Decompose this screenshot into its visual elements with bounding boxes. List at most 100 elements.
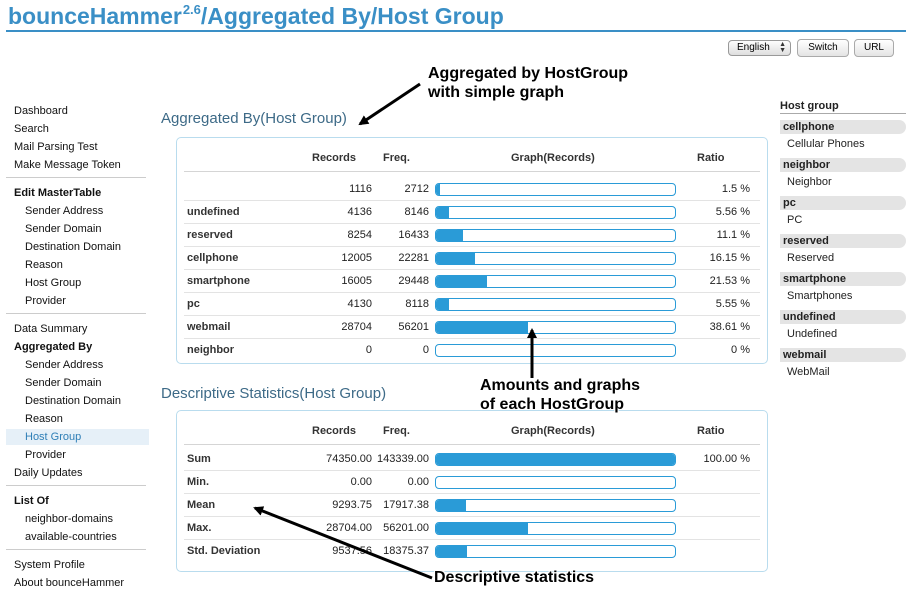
col-freq-header: Freq. [383,152,410,164]
table-row: Mean 9293.75 17917.38 [184,494,760,517]
nav-divider [6,549,146,550]
row-ratio: 11.1 % [716,229,750,241]
annotation-amounts: Amounts and graphs of each HostGroup [480,376,640,414]
host-group-description: Cellular Phones [787,138,865,150]
row-name: cellphone [187,252,239,264]
row-name: undefined [187,206,240,218]
row-graph-fill [436,276,488,287]
row-graph-bar [435,499,676,512]
row-name: pc [187,298,200,310]
row-name: webmail [187,321,231,333]
nav-item-reason[interactable]: Reason [25,259,63,271]
row-records: 4136 [347,206,372,218]
annotation-line: with simple graph [428,84,565,101]
nav-item-sender-address[interactable]: Sender Address [25,205,104,217]
nav-item-sender-domain[interactable]: Sender Domain [25,377,102,389]
nav-item-sender-address[interactable]: Sender Address [25,359,104,371]
row-records: 9537.56 [332,545,372,557]
table-row: smartphone 16005 29448 21.53 % [184,270,760,293]
annotation-line: of each HostGroup [480,396,625,413]
row-ratio: 16.15 % [709,252,750,264]
nav-item-reason[interactable]: Reason [25,413,63,425]
row-graph-bar [435,275,676,288]
table-row: neighbor 0 0 0 % [184,339,760,362]
host-group-description: Undefined [787,328,838,340]
nav-item-destination-domain[interactable]: Destination Domain [25,395,121,407]
nav-item-about-bouncehammer[interactable]: About bounceHammer [14,577,125,589]
nav-item-sender-domain[interactable]: Sender Domain [25,223,102,235]
table-row: Std. Deviation 9537.56 18375.37 [184,540,760,563]
host-group-description: WebMail [787,366,830,378]
language-select[interactable]: English ▲ ▼ [728,40,791,56]
nav-item-host-group[interactable]: Host Group [25,277,82,289]
row-records: 28704.00 [326,522,372,534]
host-group-description: Neighbor [787,176,832,188]
language-value: English [737,42,770,53]
row-graph-bar [435,453,676,466]
host-group-name: neighbor [780,158,906,172]
aggregated-panel: Records Freq. Graph(Records) Ratio 1116 2712 1… [176,137,768,364]
switch-button[interactable]: Switch [797,39,849,57]
nav-item-provider[interactable]: Provider [25,449,66,461]
nav-item-dashboard[interactable]: Dashboard [14,105,68,117]
host-group-name: webmail [780,348,906,362]
nav-item-edit-mastertable[interactable]: Edit MasterTable [14,187,102,199]
row-ratio: 5.56 % [715,206,750,218]
brand-name: bounceHammer [8,3,182,29]
row-graph-fill [436,500,466,511]
nav-item-search[interactable]: Search [14,123,49,135]
host-group-description: Smartphones [787,290,853,302]
row-graph-bar [435,252,676,265]
row-freq: 29448 [398,275,429,287]
row-graph-bar [435,298,676,311]
nav-item-host-group[interactable]: Host Group [6,429,149,445]
table-row: webmail 28704 56201 38.61 % [184,316,760,339]
nav-item-data-summary[interactable]: Data Summary [14,323,88,335]
nav-item-destination-domain[interactable]: Destination Domain [25,241,121,253]
row-records: 28704 [341,321,372,333]
nav-divider [6,485,146,486]
row-freq: 17917.38 [383,499,429,511]
annotation-statistics: Descriptive statistics [434,569,595,586]
row-freq: 0.00 [407,476,429,488]
host-group-description: PC [787,214,803,226]
col-records-header: Records [312,425,357,437]
row-name: Min. [187,476,209,488]
row-freq: 143339.00 [377,453,429,465]
nav-item-mail-parsing-test[interactable]: Mail Parsing Test [14,141,98,153]
app-title: bounceHammer2.6/Aggregated By/Host Group [8,2,504,30]
nav-item-neighbor-domains[interactable]: neighbor-domains [25,513,114,525]
row-graph-fill [436,184,440,195]
table-row: 1116 2712 1.5 % [184,178,760,201]
row-records: 0.00 [350,476,372,488]
nav-item-daily-updates[interactable]: Daily Updates [14,467,83,479]
row-name: Max. [187,522,212,534]
row-freq: 18375.37 [383,545,429,557]
annotation-line: Aggregated by HostGroup [428,65,629,82]
table-row: Min. 0.00 0.00 [184,471,760,494]
nav-item-make-message-token[interactable]: Make Message Token [14,159,121,171]
row-records: 1116 [349,183,372,195]
row-freq: 56201 [398,321,429,333]
row-graph-fill [436,299,450,310]
row-freq: 22281 [398,252,429,264]
row-freq: 8118 [405,298,429,310]
url-button[interactable]: URL [854,39,894,57]
host-group-name: smartphone [780,272,906,286]
col-ratio-header: Ratio [697,152,725,164]
select-arrows-icon: ▲ ▼ [779,41,786,54]
arrow-to-title [358,82,421,126]
row-freq: 56201.00 [383,522,429,534]
row-graph-bar [435,183,676,196]
nav-divider [6,177,146,178]
descriptive-panel: Records Freq. Graph(Records) Ratio Sum 74350.… [176,410,768,572]
nav-item-system-profile[interactable]: System Profile [14,559,85,571]
nav-item-aggregated-by[interactable]: Aggregated By [14,341,93,353]
row-graph-bar [435,344,676,357]
header-divider [184,444,760,445]
row-name: Sum [187,453,211,465]
breadcrumb-path: /Aggregated By/Host Group [200,3,504,29]
nav-item-provider[interactable]: Provider [25,295,66,307]
row-ratio: 21.53 % [709,275,750,287]
nav-item-available-countries[interactable]: available-countries [25,531,117,543]
